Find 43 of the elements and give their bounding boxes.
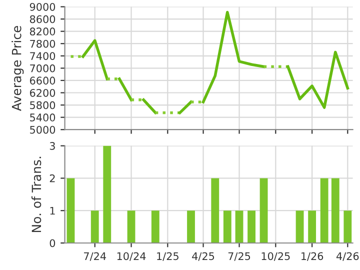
x-tick-label: 4/25: [192, 252, 214, 261]
bar: [320, 178, 328, 243]
bar: [331, 178, 340, 243]
y-tick-label: 2: [50, 174, 55, 182]
y-tick-label: 5800: [30, 101, 56, 110]
y-tick-label: 7000: [30, 64, 56, 72]
bar: [151, 210, 160, 243]
bar: [127, 210, 136, 243]
y-tick-label: 7400: [30, 52, 56, 60]
y-tick-label: 7800: [30, 40, 56, 48]
x-tick-label: 4/26: [336, 252, 359, 261]
bar: [248, 210, 256, 243]
y-tick-label: 1: [50, 206, 55, 215]
bar: [308, 210, 316, 243]
x-tick-label: 10/25: [262, 252, 290, 261]
bar: [90, 210, 99, 243]
bar: [187, 210, 195, 243]
y-tick-label: 6200: [30, 88, 56, 97]
y-tick-label: 0: [50, 239, 56, 248]
y-tick-label: 5000: [30, 126, 56, 134]
y-tick-label: 8600: [30, 15, 56, 24]
y-axis-title: No. of Trans.: [31, 156, 42, 232]
bar: [66, 178, 75, 243]
bar: [235, 210, 244, 243]
bar: [103, 146, 112, 243]
y-axis-title: Average Price: [12, 26, 24, 111]
y-tick-label: 3: [50, 142, 55, 150]
y-tick-label: 5400: [30, 114, 56, 122]
bar: [223, 210, 232, 243]
bar: [211, 178, 220, 243]
x-tick-label: 1/25: [157, 252, 178, 261]
x-tick-label: 7/25: [228, 252, 250, 261]
y-tick-label: 9000: [30, 2, 56, 11]
line-series: [202, 10, 266, 104]
x-tick-label: 7/24: [84, 252, 106, 261]
line-series: [286, 50, 350, 109]
bar: [296, 210, 304, 243]
bar: [344, 210, 352, 243]
bar: [260, 178, 268, 243]
x-tick-label: 1/26: [302, 252, 324, 261]
y-tick-label: 6600: [30, 76, 56, 85]
y-tick-label: 8200: [30, 28, 56, 36]
x-tick-label: 10/24: [117, 252, 146, 261]
